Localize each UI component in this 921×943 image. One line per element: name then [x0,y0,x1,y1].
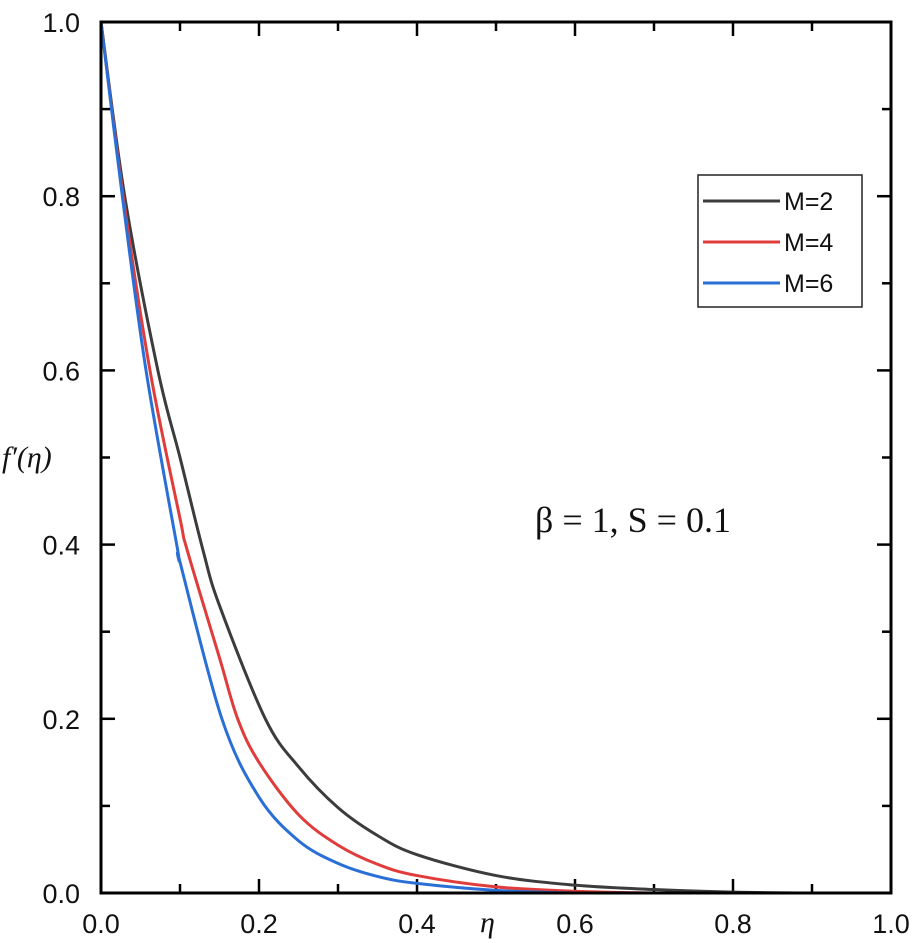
x-tick-label: 0.6 [556,909,594,939]
data-series [99,21,891,895]
x-tick-label: 0.2 [240,909,278,939]
axis-ticks [99,20,893,895]
legend: M=2 M=4 M=6 [697,174,863,308]
x-axis-label: η [480,906,495,939]
annotation-parameters: β = 1, S = 0.1 [535,500,731,540]
legend-label: M=2 [784,188,833,216]
y-tick-label: 0.2 [42,705,80,735]
plot-frame [99,20,893,895]
y-axis-label: f′(η) [2,441,52,474]
series-line-m2 [99,21,891,895]
x-tick-label: 0.0 [82,909,120,939]
x-tick-label: 1.0 [872,909,910,939]
tick-labels: 0.0 0.2 0.4 0.6 0.8 1.0 0.0 0.2 0.4 0.6 0.8 1.0 [42,8,909,939]
y-tick-label: 0.6 [42,356,80,386]
y-tick-label: 1.0 [42,8,80,38]
legend-label: M=6 [784,270,833,298]
x-tick-label: 0.8 [714,909,752,939]
legend-label: M=4 [784,229,833,257]
y-tick-label: 0.8 [42,182,80,212]
series-line-m6 [99,21,891,895]
series-line-m4 [99,21,891,895]
y-tick-label: 0.0 [42,879,80,909]
x-tick-label: 0.4 [398,909,436,939]
y-tick-label: 0.4 [42,531,80,561]
